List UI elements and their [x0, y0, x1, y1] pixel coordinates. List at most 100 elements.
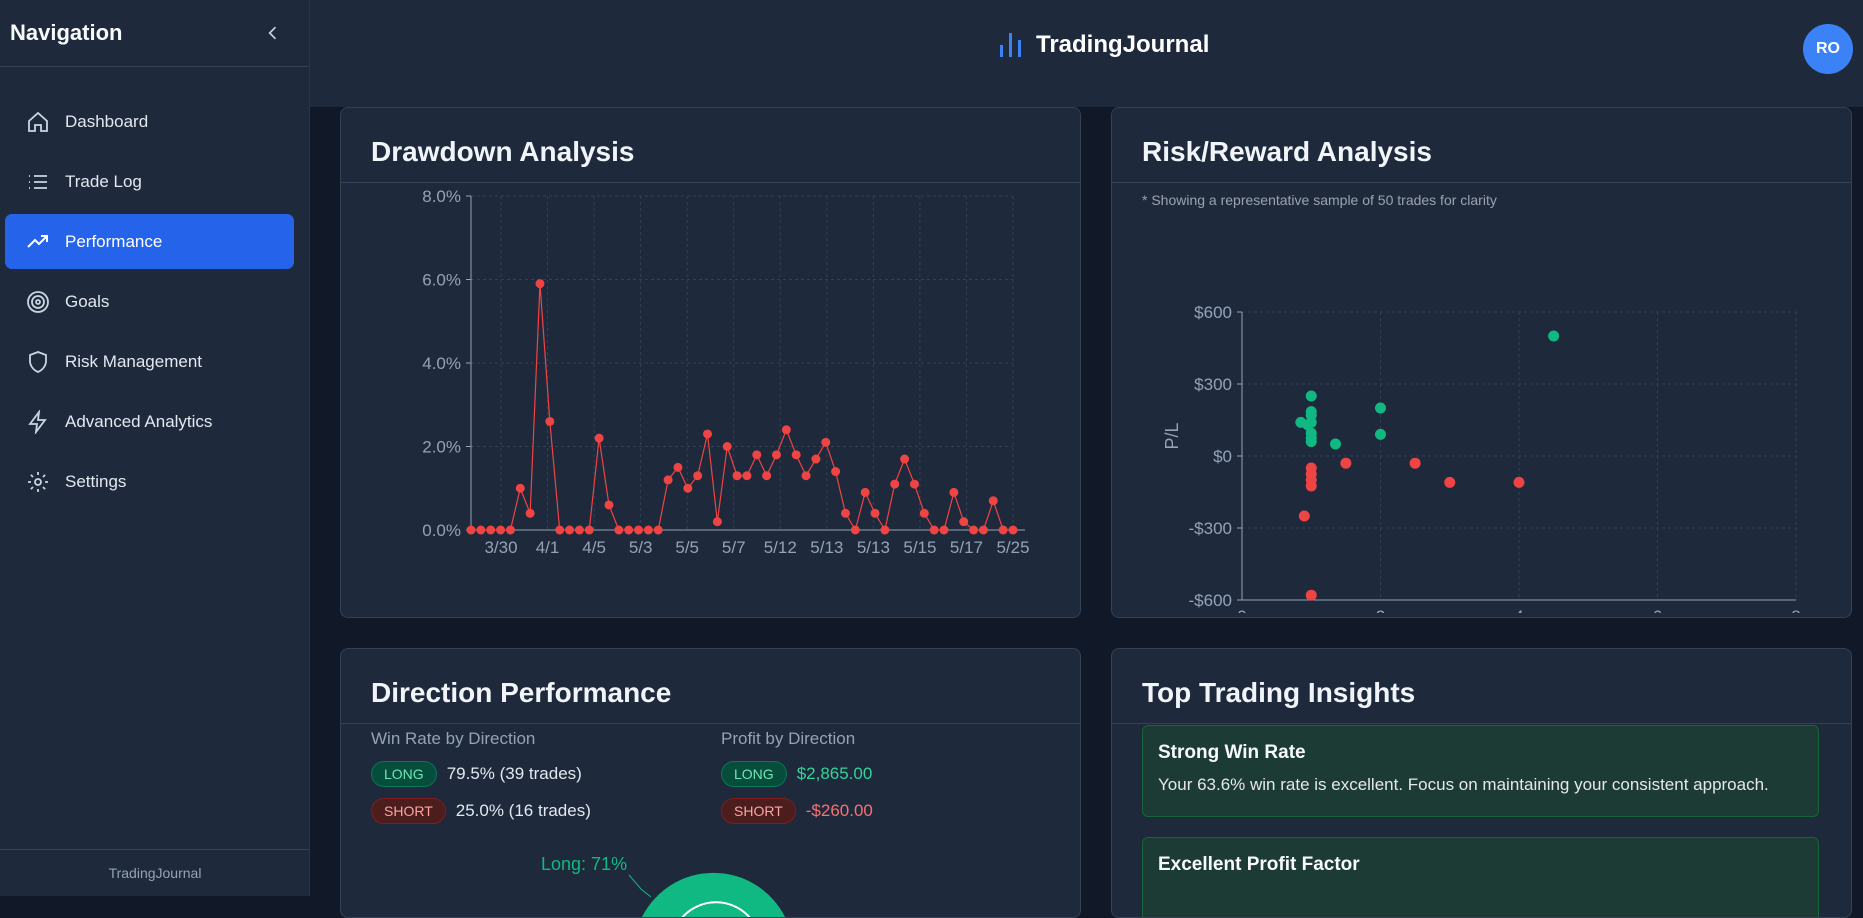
short-profit: -$260.00: [805, 801, 873, 820]
drawdown-point: [880, 525, 890, 535]
y-tick-label: 4.0%: [422, 354, 461, 373]
sidebar-item-performance[interactable]: Performance: [5, 214, 294, 269]
win-rate-header: Win Rate by Direction: [371, 729, 536, 748]
drawdown-point: [594, 433, 604, 443]
drawdown-point: [683, 483, 693, 493]
drawdown-point: [870, 508, 880, 518]
long-win-rate: 79.5% (39 trades): [446, 764, 582, 783]
y-tick-label: $300: [1194, 375, 1232, 394]
short-win-row: SHORT 25.0% (16 trades): [371, 798, 591, 824]
divider: [341, 182, 1080, 183]
scatter-point: [1375, 402, 1386, 414]
short-profit-row: SHORT -$260.00: [721, 798, 873, 824]
scatter-point: [1409, 457, 1421, 469]
drawdown-point: [574, 525, 584, 535]
scatter-point: [1298, 510, 1310, 522]
drawdown-point: [900, 454, 910, 464]
sidebar-item-risk-management[interactable]: Risk Management: [5, 334, 294, 389]
sidebar-item-label: Trade Log: [65, 171, 142, 191]
x-tick-label: 4: [1514, 607, 1523, 613]
brand[interactable]: TradingJournal: [998, 31, 1209, 59]
sidebar-item-label: Goals: [65, 291, 110, 311]
insight-win-rate: Strong Win Rate Your 63.6% win rate is e…: [1142, 725, 1819, 817]
sidebar-item-label: Risk Management: [65, 351, 203, 371]
drawdown-point: [712, 517, 722, 527]
drawdown-point: [821, 437, 831, 447]
y-tick-label: $600: [1194, 303, 1232, 322]
drawdown-point: [781, 425, 791, 435]
drawdown-point: [545, 416, 555, 426]
insight-heading: Strong Win Rate: [1158, 742, 1306, 763]
drawdown-point: [604, 500, 614, 510]
drawdown-point: [959, 517, 969, 527]
scatter-point: [1302, 419, 1314, 431]
risk-reward-chart: $600$300$0-$300-$60002468Risk/Reward Rat…: [1162, 303, 1801, 613]
insight-profit-factor: Excellent Profit Factor: [1142, 837, 1819, 917]
short-win-rate: 25.0% (16 trades): [455, 801, 591, 820]
drawdown-chart: 0.0% 2.0% 4.0% 6.0% 8.0% 3/30 4/1 4/5 5/3 5/5 5/7 5…: [422, 187, 1029, 557]
sidebar-item-settings[interactable]: Settings: [5, 454, 294, 509]
drawdown-point: [998, 525, 1008, 535]
card-title: Top Trading Insights: [1142, 677, 1416, 708]
drawdown-point: [634, 525, 644, 535]
insight-body: Your 63.6% win rate is excellent. Focus …: [1158, 775, 1769, 794]
sidebar-item-advanced-analytics[interactable]: Advanced Analytics: [5, 394, 294, 449]
x-tick-label: 6: [1653, 607, 1662, 613]
insight-heading: Excellent Profit Factor: [1158, 854, 1360, 875]
x-tick-label: 5/12: [764, 538, 797, 557]
x-tick-label: 0: [1237, 607, 1246, 613]
drawdown-point: [505, 525, 515, 535]
drawdown-point: [949, 487, 959, 497]
y-tick-label: 6.0%: [422, 271, 461, 290]
drawdown-point: [860, 487, 870, 497]
target-icon: [25, 289, 51, 315]
short-badge: SHORT: [371, 798, 446, 824]
x-tick-label: 4/5: [582, 538, 606, 557]
y-tick-label: -$300: [1189, 519, 1232, 538]
scatter-point: [1444, 476, 1456, 488]
x-tick-label: 5/13: [810, 538, 843, 557]
drawdown-point: [584, 525, 594, 535]
y-axis-label: P/L: [1162, 422, 1182, 449]
drawdown-point: [663, 475, 673, 485]
shield-icon: [25, 349, 51, 375]
x-tick-label: 5/13: [857, 538, 890, 557]
drawdown-point: [486, 525, 496, 535]
drawdown-point: [791, 450, 801, 460]
scatter-point: [1305, 480, 1317, 492]
scatter-point: [1305, 390, 1317, 402]
x-tick-label: 5/15: [903, 538, 936, 557]
long-badge: LONG: [721, 761, 787, 787]
drawdown-point: [535, 279, 545, 289]
y-tick-label: $0: [1213, 447, 1232, 466]
drawdown-point: [752, 450, 762, 460]
drawdown-point: [722, 442, 732, 451]
drawdown-point: [703, 429, 713, 439]
sidebar-item-trade-log[interactable]: Trade Log: [5, 154, 294, 209]
avatar[interactable]: RO: [1803, 24, 1853, 74]
sidebar-item-label: Dashboard: [65, 111, 149, 131]
scatter-point: [1305, 436, 1317, 448]
divider: [341, 723, 1080, 724]
card-title: Drawdown Analysis: [371, 136, 635, 167]
drawdown-point: [762, 471, 772, 481]
pie-slice-long: [642, 872, 785, 917]
drawdown-point: [624, 525, 634, 535]
top-bar: TradingJournal RO: [310, 0, 1863, 108]
drawdown-point: [476, 525, 486, 535]
drawdown-point: [732, 471, 742, 481]
drawdown-point: [939, 525, 949, 535]
drawdown-point: [811, 454, 821, 464]
drawdown-point: [801, 471, 811, 481]
drawdown-point: [978, 525, 988, 535]
long-badge: LONG: [371, 761, 437, 787]
drawdown-point: [693, 471, 703, 481]
long-win-row: LONG 79.5% (39 trades): [371, 761, 582, 787]
sidebar-item-dashboard[interactable]: Dashboard: [5, 94, 294, 149]
sidebar-item-goals[interactable]: Goals: [5, 274, 294, 329]
scatter-point: [1375, 428, 1386, 440]
drawdown-point: [909, 479, 919, 489]
chevron-left-icon[interactable]: [263, 23, 283, 43]
sidebar-item-label: Advanced Analytics: [65, 411, 213, 431]
profit-header: Profit by Direction: [721, 729, 856, 748]
